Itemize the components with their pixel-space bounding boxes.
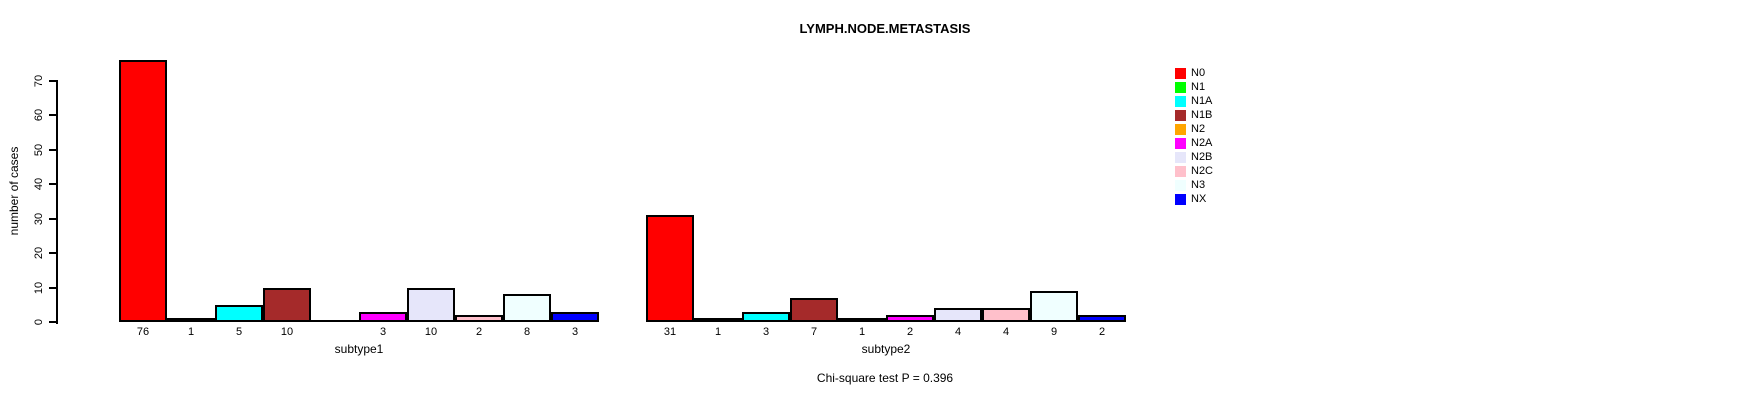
legend-label-N2A: N2A [1191,137,1213,149]
bar-subtype2-N1A [742,311,790,322]
bar-subtype1-NX [551,311,599,322]
y-tick-label-30: 30 [33,212,45,225]
y-tick-50 [49,148,57,151]
y-tick-70 [49,79,57,82]
legend-item-N1A: N1A [1175,94,1213,108]
bar-subtype1-N1B [263,287,311,322]
y-tick-label-0: 0 [33,318,45,326]
bar-subtype1-N1A [215,304,263,322]
x-group-label-subtype2: subtype2 [861,342,911,356]
legend-swatch-N2A [1175,137,1186,149]
bar-subtype1-N2C [455,315,503,322]
bar-value-label-subtype1-N1B: 10 [280,326,294,338]
legend-item-N2: N2 [1175,122,1213,136]
legend-item-N2C: N2C [1175,164,1213,178]
bar-value-label-subtype2-N2: 1 [858,326,866,338]
legend-item-N2B: N2B [1175,150,1213,164]
y-tick-60 [49,114,57,117]
bar-subtype2-N3 [1030,291,1078,322]
legend-label-N2B: N2B [1191,151,1213,163]
legend-swatch-N1A [1175,95,1186,107]
bar-subtype2-N2A [886,315,934,322]
legend-swatch-N0 [1175,67,1186,79]
legend-item-NX: NX [1175,192,1213,206]
legend-label-N2: N2 [1191,123,1206,135]
y-tick-20 [49,252,57,255]
bar-value-label-subtype1-N0: 76 [136,326,150,338]
y-tick-label-20: 20 [33,247,45,260]
bar-subtype1-N1 [167,318,215,322]
y-tick-0 [49,321,57,323]
bar-subtype1-N2B [407,287,455,322]
bar-subtype2-N2B [934,308,982,322]
legend-item-N2A: N2A [1175,136,1213,150]
bar-value-label-subtype2-N2B: 4 [954,326,962,338]
bar-value-label-subtype2-N1: 1 [714,326,722,338]
legend-swatch-N2B [1175,151,1186,163]
legend-swatch-N3 [1175,179,1186,191]
bar-subtype1-N2 [311,320,359,322]
bar-value-label-subtype2-N2C: 4 [1002,326,1010,338]
legend-swatch-N2 [1175,123,1186,135]
y-tick-label-60: 60 [33,109,45,122]
y-tick-10 [49,286,57,289]
y-axis-label: number of cases [7,146,21,236]
legend-item-N0: N0 [1175,66,1213,80]
legend-swatch-N2C [1175,165,1186,177]
bar-value-label-subtype2-N1B: 7 [810,326,818,338]
legend-swatch-N1 [1175,81,1186,93]
y-tick-30 [49,217,57,220]
bar-subtype1-N2A [359,311,407,322]
bar-subtype2-NX [1078,315,1126,322]
legend-item-N1B: N1B [1175,108,1213,122]
bar-subtype1-N0 [119,60,167,322]
y-tick-label-50: 50 [33,143,45,156]
bar-value-label-subtype1-N2C: 2 [475,326,483,338]
legend-label-N0: N0 [1191,67,1206,79]
legend-label-N1B: N1B [1191,109,1213,121]
x-group-label-subtype1: subtype1 [334,342,384,356]
legend-item-N1: N1 [1175,80,1213,94]
legend-label-N3: N3 [1191,179,1206,191]
legend-label-N1A: N1A [1191,95,1213,107]
bar-value-label-subtype2-N0: 31 [663,326,677,338]
legend-label-NX: NX [1191,193,1207,205]
y-tick-label-70: 70 [33,74,45,88]
bar-value-label-subtype1-N2B: 10 [424,326,438,338]
bar-value-label-subtype2-NX: 2 [1098,326,1106,338]
bar-subtype2-N2C [982,308,1030,322]
legend-label-N1: N1 [1191,81,1206,93]
bar-value-label-subtype1-N1A: 5 [235,326,243,338]
bar-value-label-subtype1-NX: 3 [571,326,579,338]
bar-subtype2-N1B [790,297,838,322]
bar-subtype1-N3 [503,294,551,322]
bar-value-label-subtype1-N3: 8 [523,326,531,338]
legend-swatch-NX [1175,193,1186,205]
bar-subtype2-N0 [646,215,694,322]
bar-value-label-subtype2-N3: 9 [1050,326,1058,338]
y-tick-40 [49,183,57,186]
bar-value-label-subtype2-N1A: 3 [762,326,770,338]
bar-value-label-subtype1-N1: 1 [187,326,195,338]
y-tick-label-40: 40 [33,178,45,191]
legend-label-N2C: N2C [1191,165,1214,177]
legend-item-N3: N3 [1175,178,1213,192]
legend-swatch-N1B [1175,109,1186,121]
y-tick-label-10: 10 [33,281,45,294]
bar-subtype2-N2 [838,318,886,322]
bar-subtype2-N1 [694,318,742,322]
chi-square-annotation: Chi-square test P = 0.396 [816,371,954,385]
bar-value-label-subtype1-N2A: 3 [379,326,387,338]
bar-value-label-subtype2-N2A: 2 [906,326,914,338]
legend: N0 N1 N1A N1B N2 N2A N2B N2C N3 NX [1175,66,1213,206]
chart-title: LYMPH.NODE.METASTASIS [799,21,971,36]
y-axis-line [56,80,58,324]
